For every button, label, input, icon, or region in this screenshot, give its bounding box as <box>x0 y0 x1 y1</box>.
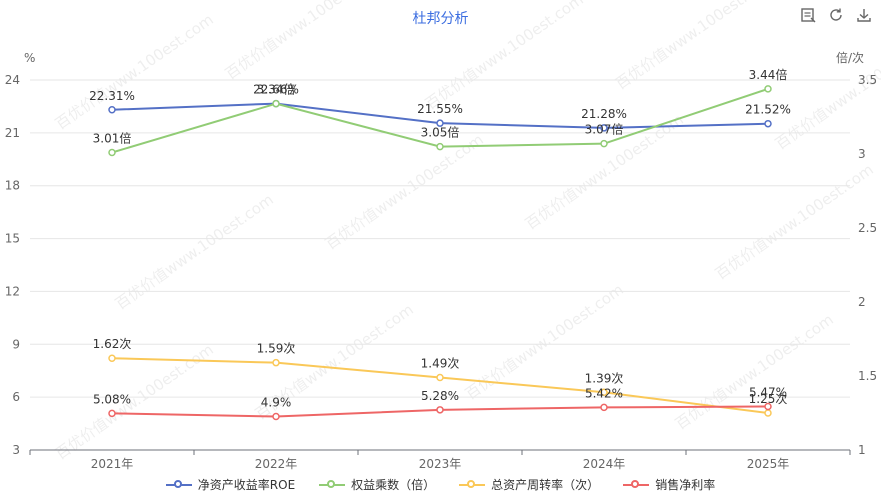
watermark-text: 百优价值www.100est.com <box>672 310 837 433</box>
legend-swatch-equity-multiplier <box>319 479 346 491</box>
legend-label-roe: 净资产收益率ROE <box>197 478 296 492</box>
data-label: 4.9% <box>261 396 292 410</box>
data-point <box>764 409 772 417</box>
data-label: 21.52% <box>745 103 791 117</box>
data-point <box>764 402 772 411</box>
data-label: 1.25次 <box>749 392 788 406</box>
data-point <box>108 106 116 114</box>
data-label: 1.49次 <box>421 356 460 370</box>
data-point <box>436 406 444 414</box>
watermark-text: 百优价值www.100est.com <box>322 130 487 253</box>
watermark-text: 百优价值www.100est.com <box>52 10 217 133</box>
data-label: 3.05倍 <box>421 125 460 140</box>
left-tick-label: 21 <box>5 126 20 140</box>
right-tick-label: 2.5 <box>858 221 877 235</box>
watermark-text: 百优价值www.100est.com <box>112 190 277 313</box>
watermark-text: 百优价值www.100est.com <box>712 160 877 283</box>
data-label: 3.34倍 <box>257 82 296 97</box>
right-axis-label: 倍/次 <box>836 50 864 65</box>
chart-title: 杜邦分析 <box>412 11 469 27</box>
data-label: 1.62次 <box>93 337 132 351</box>
legend-label-equity-multiplier: 权益乘数（倍） <box>351 478 436 492</box>
right-tick-label: 2 <box>858 295 866 309</box>
data-point <box>600 388 608 397</box>
data-label: 1.39次 <box>585 371 624 385</box>
x-tick-label: 2023年 <box>419 457 462 471</box>
data-view-icon[interactable] <box>799 6 817 24</box>
x-tick-label: 2021年 <box>91 457 134 471</box>
data-label: 21.55% <box>417 102 463 116</box>
download-icon[interactable] <box>855 6 873 24</box>
data-label: 5.08% <box>93 392 131 406</box>
data-label: 5.42% <box>585 386 623 400</box>
left-tick-label: 24 <box>5 73 20 87</box>
legend-label-asset-turnover: 总资产周转率（次） <box>491 478 600 492</box>
data-label: 21.28% <box>581 107 627 121</box>
legend-label-net-margin: 销售净利率 <box>655 478 716 492</box>
data-point <box>272 99 280 108</box>
data-point <box>272 358 280 367</box>
data-label: 3.44倍 <box>749 67 788 82</box>
data-label: 22.31% <box>89 89 135 103</box>
right-tick-label: 3.5 <box>858 73 877 87</box>
left-tick-label: 12 <box>5 284 20 298</box>
data-point <box>764 85 772 93</box>
series-3: 5.08% 4.9% 5.28% 5.42% 5.47% <box>93 385 787 421</box>
legend-swatch-roe <box>165 479 192 491</box>
left-tick-label: 6 <box>12 390 20 404</box>
data-label: 3.07倍 <box>585 122 624 137</box>
right-tick-label: 1 <box>858 443 866 457</box>
legend-item-equity-multiplier[interactable]: 权益乘数（倍） <box>319 476 435 493</box>
series-1: 3.01倍 3.34倍 3.05倍 3.07倍 3.44倍 <box>93 67 788 157</box>
data-label: 5.28% <box>421 389 459 403</box>
left-tick-label: 18 <box>5 179 20 193</box>
data-point <box>436 119 444 127</box>
left-tick-label: 9 <box>12 337 20 351</box>
data-point <box>108 409 116 418</box>
chart-toolbar <box>799 6 873 24</box>
data-point <box>108 148 116 157</box>
data-point <box>108 354 116 362</box>
x-tick-label: 2024年 <box>583 457 626 471</box>
chart-legend: 净资产收益率ROE 权益乘数（倍） 总资产周转率（次） 销售净利率 <box>0 476 881 493</box>
data-label: 22.66% <box>253 83 299 97</box>
legend-item-asset-turnover[interactable]: 总资产周转率（次） <box>459 476 599 493</box>
data-point <box>436 142 444 151</box>
x-tick-label: 2025年 <box>747 457 790 471</box>
legend-item-roe[interactable]: 净资产收益率ROE <box>165 476 296 493</box>
series-2: 1.62次 1.59次 1.49次 1.39次 1.25次 <box>93 337 788 417</box>
data-label: 1.59次 <box>257 342 296 356</box>
data-point <box>764 119 772 128</box>
data-point <box>600 403 608 412</box>
legend-swatch-asset-turnover <box>459 479 486 491</box>
x-tick-label: 2022年 <box>255 457 298 471</box>
right-tick-label: 3 <box>858 147 866 161</box>
legend-item-net-margin[interactable]: 销售净利率 <box>623 476 715 493</box>
right-tick-label: 1.5 <box>858 369 877 383</box>
data-point <box>272 412 280 421</box>
refresh-icon[interactable] <box>827 6 845 24</box>
data-point <box>600 139 608 148</box>
left-tick-label: 3 <box>12 443 20 457</box>
left-axis-label: % <box>24 51 35 65</box>
data-label: 5.47% <box>749 385 787 399</box>
watermark-text: 百优价值www.100est.com <box>772 30 881 153</box>
left-tick-label: 15 <box>5 232 20 246</box>
legend-swatch-net-margin <box>623 479 650 491</box>
data-point <box>600 124 608 132</box>
data-point <box>436 373 444 382</box>
data-label: 3.01倍 <box>93 131 132 146</box>
